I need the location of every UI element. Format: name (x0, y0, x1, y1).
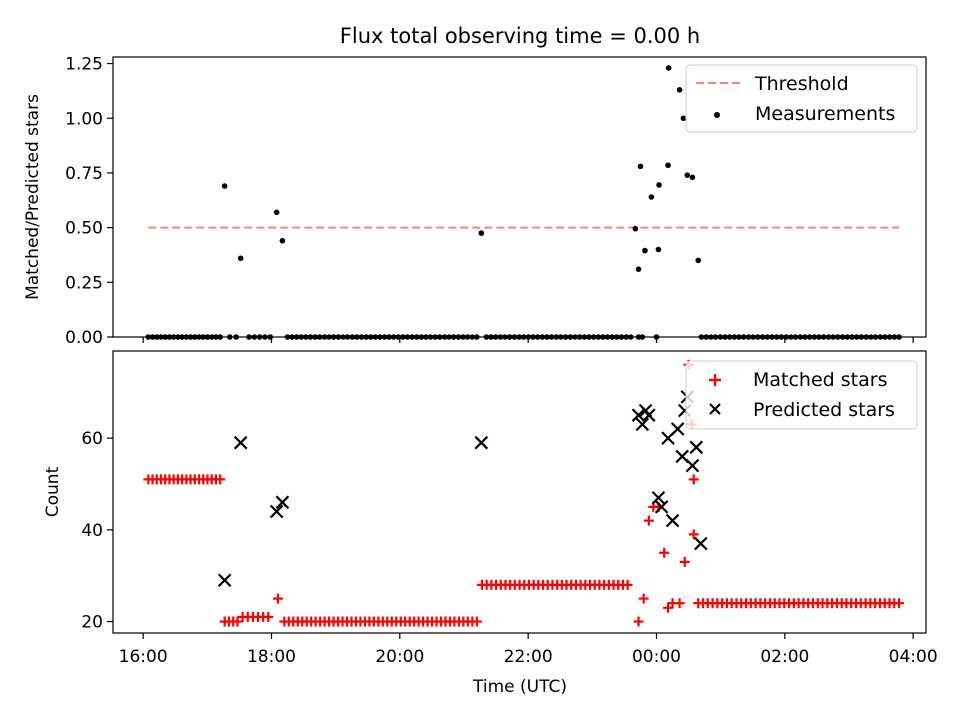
matched-star-point (272, 593, 283, 604)
measurement-point (656, 182, 662, 188)
matched-star-point (633, 616, 644, 627)
predicted-star-point (275, 495, 290, 510)
bottom-x-tick-label: 04:00 (889, 647, 938, 667)
matched-star-point (674, 598, 685, 609)
predicted-star-point (631, 408, 646, 422)
measurement-point (676, 87, 683, 93)
matched-star-point (659, 547, 670, 558)
predicted-star-point (670, 422, 685, 436)
measurement-point (478, 230, 485, 236)
measurement-point (273, 209, 280, 216)
bottom-y-tick-label: 60 (81, 429, 103, 449)
measurement-point (655, 246, 662, 253)
bottom-panel: 20 40 60 16:00 18:00 20:00 22:00 00:00 02:00 04:… (43, 350, 938, 697)
bottom-x-axis-label: Time (UTC) (472, 677, 567, 697)
predicted-star-point (635, 417, 650, 432)
top-y-axis-label: Matched/Predicted stars (23, 94, 43, 300)
measurement-point (684, 172, 691, 178)
bottom-series-marks (143, 359, 905, 627)
matched-star-point (688, 474, 699, 485)
matched-legend-swatch (709, 374, 721, 386)
predicted-legend-swatch (709, 403, 721, 415)
matched-star-point (894, 598, 905, 609)
measurements-legend-swatch (714, 112, 720, 118)
matched-star-point (215, 474, 226, 485)
matched-star-point (232, 616, 243, 627)
bottom-y-tick-label: 20 (81, 613, 103, 633)
predicted-star-point (693, 536, 708, 551)
predicted-star-point (642, 408, 656, 422)
measurement-point (680, 115, 687, 122)
measurements-legend-label: Measurements (755, 103, 895, 125)
top-x-ticks (142, 337, 914, 343)
predicted-star-point (665, 513, 680, 528)
measurement-point (237, 255, 244, 262)
bottom-legend: Matched stars Predicted stars (685, 360, 918, 430)
matched-star-point (622, 579, 633, 590)
predicted-star-point (651, 490, 666, 505)
measurement-point (221, 183, 228, 189)
top-y-tick-label: 0.00 (65, 328, 103, 348)
predicted-star-point (269, 504, 284, 519)
measurement-point (689, 174, 696, 181)
top-y-tick-label: 1.25 (65, 55, 103, 75)
matched-star-point (643, 515, 654, 526)
measurement-point (648, 194, 655, 200)
bottom-x-tick-label: 20:00 (375, 647, 424, 667)
threshold-legend-label: Threshold (754, 73, 849, 95)
bottom-x-tick-label: 18:00 (247, 647, 296, 667)
figure-title: Flux total observing time = 0.00 h (340, 24, 700, 48)
matched-star-point (471, 616, 482, 627)
predicted-legend-label: Predicted stars (753, 399, 895, 421)
bottom-x-tick-label: 16:00 (119, 647, 168, 667)
predicted-star-point (233, 435, 248, 450)
measurement-point (632, 225, 639, 232)
matched-star-point (679, 556, 690, 567)
measurement-point (642, 247, 648, 254)
top-legend-box (685, 64, 918, 133)
bottom-x-tick-label: 02:00 (760, 647, 809, 667)
matched-legend-label: Matched stars (753, 369, 887, 391)
top-legend: Threshold Measurements (685, 64, 918, 133)
bottom-y-axis-label: Count (43, 466, 63, 517)
bottom-y-tick-label: 40 (81, 521, 103, 541)
measurement-point (665, 65, 672, 71)
predicted-star-point (217, 573, 232, 588)
bottom-x-tick-label: 22:00 (504, 647, 553, 667)
bottom-x-ticks: 16:00 18:00 20:00 22:00 00:00 02:00 04:00 (119, 633, 938, 667)
predicted-star-point (474, 435, 489, 450)
matched-star-point (263, 611, 274, 622)
top-y-tick-label: 0.50 (65, 219, 103, 239)
predicted-star-point (689, 440, 704, 455)
bottom-y-ticks: 20 40 60 (81, 429, 113, 633)
predicted-star-point (654, 500, 669, 514)
top-y-tick-label: 1.00 (65, 109, 103, 129)
measurement-point (665, 162, 671, 169)
matched-star-point (688, 529, 699, 540)
top-y-ticks: 0.00 0.25 0.50 0.75 1.00 1.25 (65, 55, 113, 348)
measurement-point (635, 266, 642, 272)
bottom-plot-frame (112, 350, 927, 634)
top-y-tick-label: 0.75 (65, 164, 103, 184)
measurement-point (695, 257, 702, 264)
matched-star-point (638, 593, 649, 604)
measurement-point (279, 237, 286, 244)
matched-star-point (663, 602, 674, 613)
top-plot-frame (112, 56, 927, 338)
predicted-star-point (685, 458, 700, 473)
bottom-x-tick-label: 00:00 (632, 647, 681, 667)
top-panel: 0.00 0.25 0.50 0.75 1.00 1.25 Matched/Predict… (23, 55, 927, 348)
top-y-tick-label: 0.25 (65, 273, 103, 293)
measurement-point (637, 163, 644, 170)
bottom-legend-box (685, 360, 918, 430)
